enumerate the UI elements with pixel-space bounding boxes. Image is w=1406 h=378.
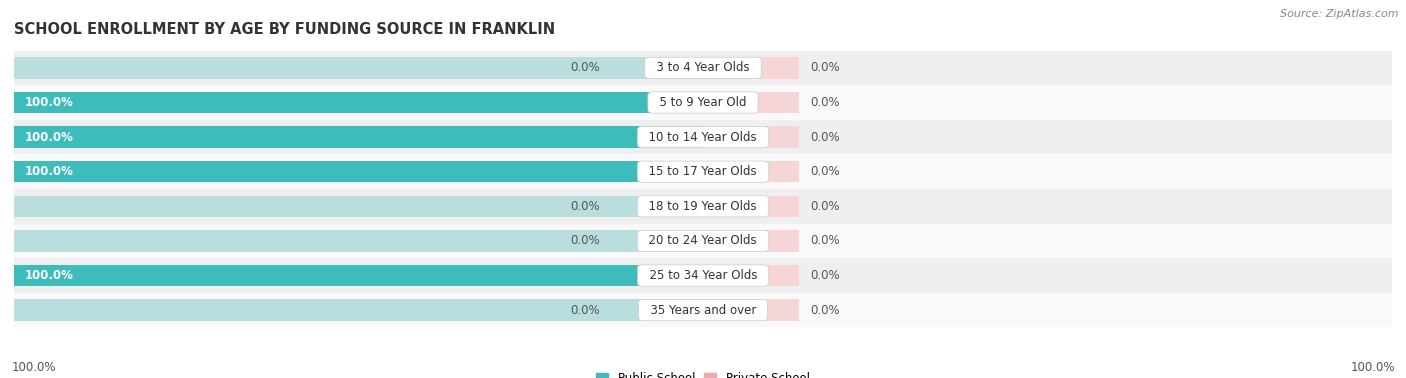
Text: 100.0%: 100.0% [24,165,73,178]
Text: 3 to 4 Year Olds: 3 to 4 Year Olds [650,61,756,74]
Text: 25 to 34 Year Olds: 25 to 34 Year Olds [641,269,765,282]
Text: 100.0%: 100.0% [11,361,56,374]
Bar [14,265,703,286]
Bar [14,161,703,183]
Text: 0.0%: 0.0% [569,304,599,317]
Bar [14,299,703,321]
Text: 0.0%: 0.0% [810,269,839,282]
Bar [14,195,703,217]
Bar [14,51,1392,85]
Bar [14,265,703,286]
Bar [14,224,1392,258]
Bar [14,154,1392,189]
Text: 0.0%: 0.0% [810,234,839,248]
Text: 0.0%: 0.0% [810,96,839,109]
Text: 0.0%: 0.0% [810,304,839,317]
Text: 0.0%: 0.0% [810,130,839,144]
Bar [703,161,800,183]
Text: 100.0%: 100.0% [24,269,73,282]
Text: 0.0%: 0.0% [569,234,599,248]
Text: 0.0%: 0.0% [569,61,599,74]
Bar [703,92,800,113]
Bar [703,195,800,217]
Legend: Public School, Private School: Public School, Private School [592,367,814,378]
Bar [14,120,1392,154]
Bar [14,230,703,252]
Text: 0.0%: 0.0% [810,165,839,178]
Bar [703,299,800,321]
Bar [14,293,1392,327]
Bar [703,265,800,286]
Text: Source: ZipAtlas.com: Source: ZipAtlas.com [1281,9,1399,19]
Text: 20 to 24 Year Olds: 20 to 24 Year Olds [641,234,765,248]
Bar [14,126,703,148]
Bar [14,189,1392,224]
Bar [14,57,703,79]
Bar [14,92,703,113]
Text: SCHOOL ENROLLMENT BY AGE BY FUNDING SOURCE IN FRANKLIN: SCHOOL ENROLLMENT BY AGE BY FUNDING SOUR… [14,22,555,37]
Text: 0.0%: 0.0% [810,200,839,213]
Text: 5 to 9 Year Old: 5 to 9 Year Old [652,96,754,109]
Bar [703,126,800,148]
Bar [14,161,703,183]
Bar [14,126,703,148]
Bar [703,230,800,252]
Text: 18 to 19 Year Olds: 18 to 19 Year Olds [641,200,765,213]
Bar [14,92,703,113]
Text: 10 to 14 Year Olds: 10 to 14 Year Olds [641,130,765,144]
Text: 100.0%: 100.0% [24,130,73,144]
Bar [703,57,800,79]
Bar [14,258,1392,293]
Text: 0.0%: 0.0% [810,61,839,74]
Text: 0.0%: 0.0% [569,200,599,213]
Text: 15 to 17 Year Olds: 15 to 17 Year Olds [641,165,765,178]
Bar [14,85,1392,120]
Text: 100.0%: 100.0% [24,96,73,109]
Text: 100.0%: 100.0% [1350,361,1395,374]
Text: 35 Years and over: 35 Years and over [643,304,763,317]
